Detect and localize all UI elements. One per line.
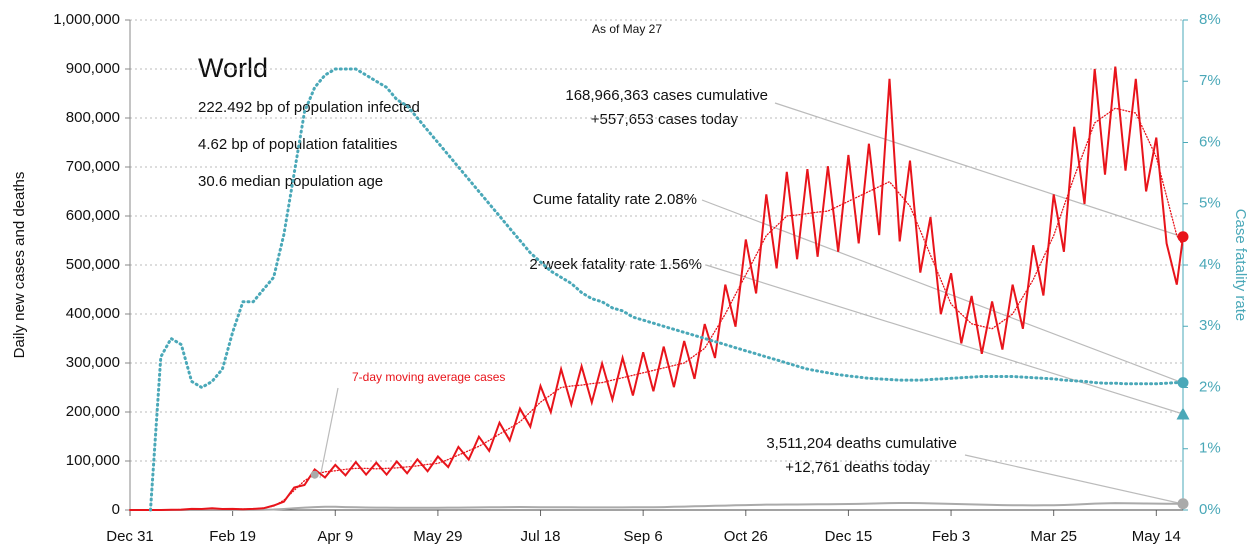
y2-tick-label: 1% (1199, 440, 1221, 457)
y-tick-label: 0 (112, 501, 120, 518)
y-tick-label: 700,000 (66, 158, 120, 175)
y2-tick-label: 6% (1199, 133, 1221, 150)
x-tick-label: Apr 9 (317, 528, 353, 545)
x-tick-label: Dec 15 (825, 528, 873, 545)
leader-line (319, 387, 339, 479)
x-tick-label: Sep 6 (624, 528, 663, 545)
y-axis-label: Daily new cases and deaths (11, 172, 28, 359)
annotation: Cume fatality rate 2.08% (533, 191, 697, 208)
end-marker (1177, 498, 1189, 510)
x-tick-label: Jul 18 (521, 528, 561, 545)
series-line (129, 107, 1184, 511)
chart-title: World (198, 53, 268, 83)
annotation: 2-week fatality rate 1.56% (529, 256, 702, 273)
y2-tick-label: 5% (1199, 195, 1221, 212)
end-marker (1177, 231, 1189, 243)
y2-tick-label: 3% (1199, 317, 1221, 334)
y2-tick-label: 0% (1199, 501, 1221, 518)
series-line (129, 66, 1184, 511)
annotation: +12,761 deaths today (785, 459, 930, 476)
series-line (149, 67, 1185, 512)
label-marker (310, 470, 319, 479)
leader-line (964, 454, 1184, 505)
x-tick-label: Dec 31 (106, 528, 154, 545)
annotation: 3,511,204 deaths cumulative (766, 435, 957, 452)
end-marker (1177, 377, 1189, 389)
x-tick-label: Oct 26 (724, 528, 768, 545)
y-tick-label: 400,000 (66, 305, 120, 322)
x-tick-label: Feb 19 (209, 528, 256, 545)
y2-tick-label: 2% (1199, 378, 1221, 395)
y2-tick-label: 7% (1199, 72, 1221, 89)
y-tick-label: 300,000 (66, 354, 120, 371)
end-marker (1176, 407, 1190, 420)
info-line: 4.62 bp of population fatalities (198, 136, 397, 153)
chart-subtitle: As of May 27 (592, 22, 662, 36)
y-tick-label: 200,000 (66, 403, 120, 420)
leader-lines (319, 102, 1184, 505)
y-tick-label: 900,000 (66, 60, 120, 77)
y2-tick-label: 8% (1199, 11, 1221, 28)
annotation: +557,653 cases today (591, 111, 739, 128)
annotation: 168,966,363 cases cumulative (565, 87, 768, 104)
x-tick-label: May 29 (413, 528, 462, 545)
y2-axis-label: Case fatality rate (1232, 209, 1249, 322)
y-tick-label: 800,000 (66, 109, 120, 126)
info-line: 30.6 median population age (198, 173, 383, 190)
leader-line (774, 102, 1184, 238)
y-tick-label: 600,000 (66, 207, 120, 224)
y-tick-label: 1,000,000 (53, 11, 120, 28)
x-tick-label: Feb 3 (932, 528, 970, 545)
x-tick-label: Mar 25 (1030, 528, 1077, 545)
series-label: 7-day moving average cases (352, 370, 505, 384)
x-tick-label: May 14 (1132, 528, 1181, 545)
y-tick-label: 100,000 (66, 452, 120, 469)
y2-tick-label: 4% (1199, 256, 1221, 273)
info-line: 222.492 bp of population infected (198, 99, 420, 116)
series-line (129, 502, 1184, 511)
y-tick-label: 500,000 (66, 256, 120, 273)
leader-line (705, 264, 1184, 415)
leader-line (701, 199, 1184, 384)
